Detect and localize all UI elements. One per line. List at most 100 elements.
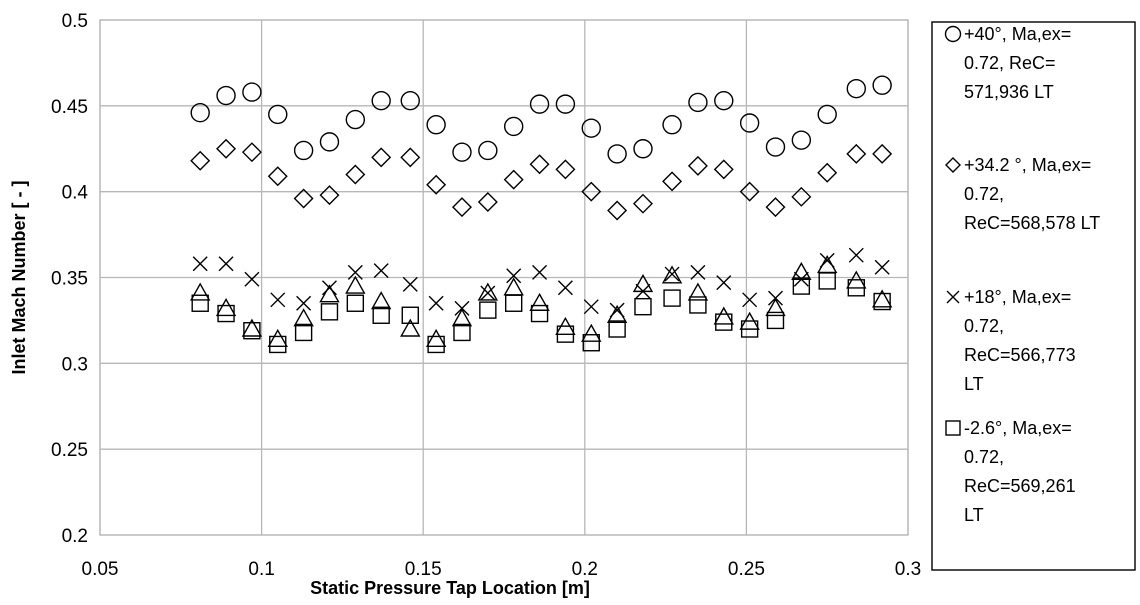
x-data-point xyxy=(321,280,337,296)
square-data-point xyxy=(766,311,785,330)
x-tick-label: 0.05 xyxy=(82,559,119,580)
circle-data-point xyxy=(400,90,420,111)
triangle-data-point xyxy=(425,328,447,347)
circle-data-point xyxy=(633,139,653,159)
diamond-data-point xyxy=(687,155,708,176)
y-tick-label: 0.35 xyxy=(51,269,88,290)
square-data-point xyxy=(818,272,836,290)
diamond-data-point xyxy=(765,197,786,218)
square-data-point xyxy=(401,306,419,324)
x-data-point xyxy=(192,256,208,272)
x-data-point xyxy=(874,259,890,275)
diamond-data-point xyxy=(817,162,838,183)
triangle-data-point xyxy=(739,311,760,330)
diamond-data-point xyxy=(872,143,893,164)
x-data-point xyxy=(716,275,732,291)
diamond-data-point xyxy=(241,142,262,163)
circle-data-point xyxy=(529,94,550,114)
triangle-data-point xyxy=(606,304,628,323)
legend-label-line: 0.72, xyxy=(964,184,1004,204)
triangle-data-point xyxy=(189,282,211,301)
legend-label-line: +34.2 °, Ma,ex= xyxy=(964,155,1091,175)
series-triangle xyxy=(189,255,893,347)
circle-data-point xyxy=(216,85,236,106)
diamond-data-point xyxy=(846,143,867,164)
x-data-point xyxy=(848,247,864,263)
square-data-point xyxy=(479,301,497,319)
y-tick-label: 0.4 xyxy=(62,183,89,204)
legend-box xyxy=(931,21,1136,571)
triangle-data-point xyxy=(241,318,263,337)
square-data-point xyxy=(608,320,626,338)
triangle-data-point xyxy=(687,282,709,301)
x-data-point xyxy=(583,299,599,315)
circle-data-point xyxy=(555,94,576,114)
y-tick-label: 0.5 xyxy=(62,11,88,32)
circle-data-point xyxy=(452,142,472,162)
triangle-data-point xyxy=(345,275,366,294)
series-diamond xyxy=(190,138,893,221)
legend-label-line: ReC=569,261 xyxy=(964,476,1076,496)
legend-label-line: +40°, Ma,ex= xyxy=(964,24,1071,44)
square-data-point xyxy=(873,292,891,311)
triangle-data-point xyxy=(477,282,499,301)
x-data-point xyxy=(428,295,444,311)
x-axis-tick-labels: 0.05 0.1 0.15 0.2 0.25 0.3 xyxy=(82,559,922,580)
triangle-data-point xyxy=(319,284,340,303)
legend-diamond-icon xyxy=(945,157,961,173)
diamond-data-point xyxy=(503,169,524,190)
plot-area-frame xyxy=(99,19,909,536)
square-data-point xyxy=(191,294,209,312)
diamond-data-point xyxy=(400,147,421,168)
diamond-data-point xyxy=(477,191,498,212)
x-data-point xyxy=(402,276,418,292)
legend-label-line: 0.72, xyxy=(964,316,1004,336)
diamond-data-point xyxy=(451,197,472,218)
diamond-data-point xyxy=(739,181,760,202)
diamond-data-point xyxy=(319,185,340,206)
x-data-point xyxy=(373,263,389,279)
diamond-data-point xyxy=(555,159,576,180)
square-data-point xyxy=(582,334,600,352)
square-data-point xyxy=(453,323,471,342)
legend-entry: -2.6°, Ma,ex= 0.72, ReC=569,261 LT xyxy=(945,418,1076,525)
circle-data-point xyxy=(662,115,682,135)
square-data-point xyxy=(689,296,707,314)
legend-label-line: LT xyxy=(964,374,984,394)
diamond-data-point xyxy=(791,186,812,207)
legend-label-line: 571,936 LT xyxy=(964,82,1054,102)
y-axis-tick-labels: 0.2 0.25 0.3 0.35 0.4 0.45 0.5 xyxy=(51,11,88,547)
legend-circle-icon xyxy=(944,25,962,43)
circle-data-point xyxy=(371,90,391,111)
square-data-point xyxy=(792,277,811,295)
circle-data-point xyxy=(765,137,786,157)
x-tick-label: 0.1 xyxy=(248,559,274,580)
x-data-point xyxy=(742,292,758,308)
square-data-point xyxy=(634,297,652,316)
square-data-point xyxy=(320,303,339,321)
triangle-data-point xyxy=(661,265,683,284)
triangle-data-point xyxy=(215,297,237,317)
triangle-data-point xyxy=(267,328,288,347)
diamond-data-point xyxy=(371,147,392,168)
diamond-data-point xyxy=(713,159,734,180)
triangle-data-point xyxy=(713,306,734,325)
triangle-data-point xyxy=(400,318,421,337)
square-data-point xyxy=(294,323,313,342)
diamond-data-point xyxy=(293,188,314,209)
circle-data-point xyxy=(791,130,812,150)
circle-data-point xyxy=(319,132,340,152)
x-data-point xyxy=(296,295,312,311)
legend-label-line: LT xyxy=(964,505,984,525)
diamond-data-point xyxy=(426,174,447,195)
legend-x-icon xyxy=(946,290,960,304)
diamond-data-point xyxy=(632,193,653,214)
y-tick-label: 0.3 xyxy=(62,354,88,375)
legend-label-line: ReC=566,773 xyxy=(964,345,1076,365)
y-tick-label: 0.2 xyxy=(62,526,88,547)
circle-data-point xyxy=(688,92,708,113)
legend-entry: +40°, Ma,ex= 0.72, ReC= 571,936 LT xyxy=(944,24,1071,102)
square-data-point xyxy=(504,294,523,312)
circle-data-point xyxy=(190,102,210,123)
